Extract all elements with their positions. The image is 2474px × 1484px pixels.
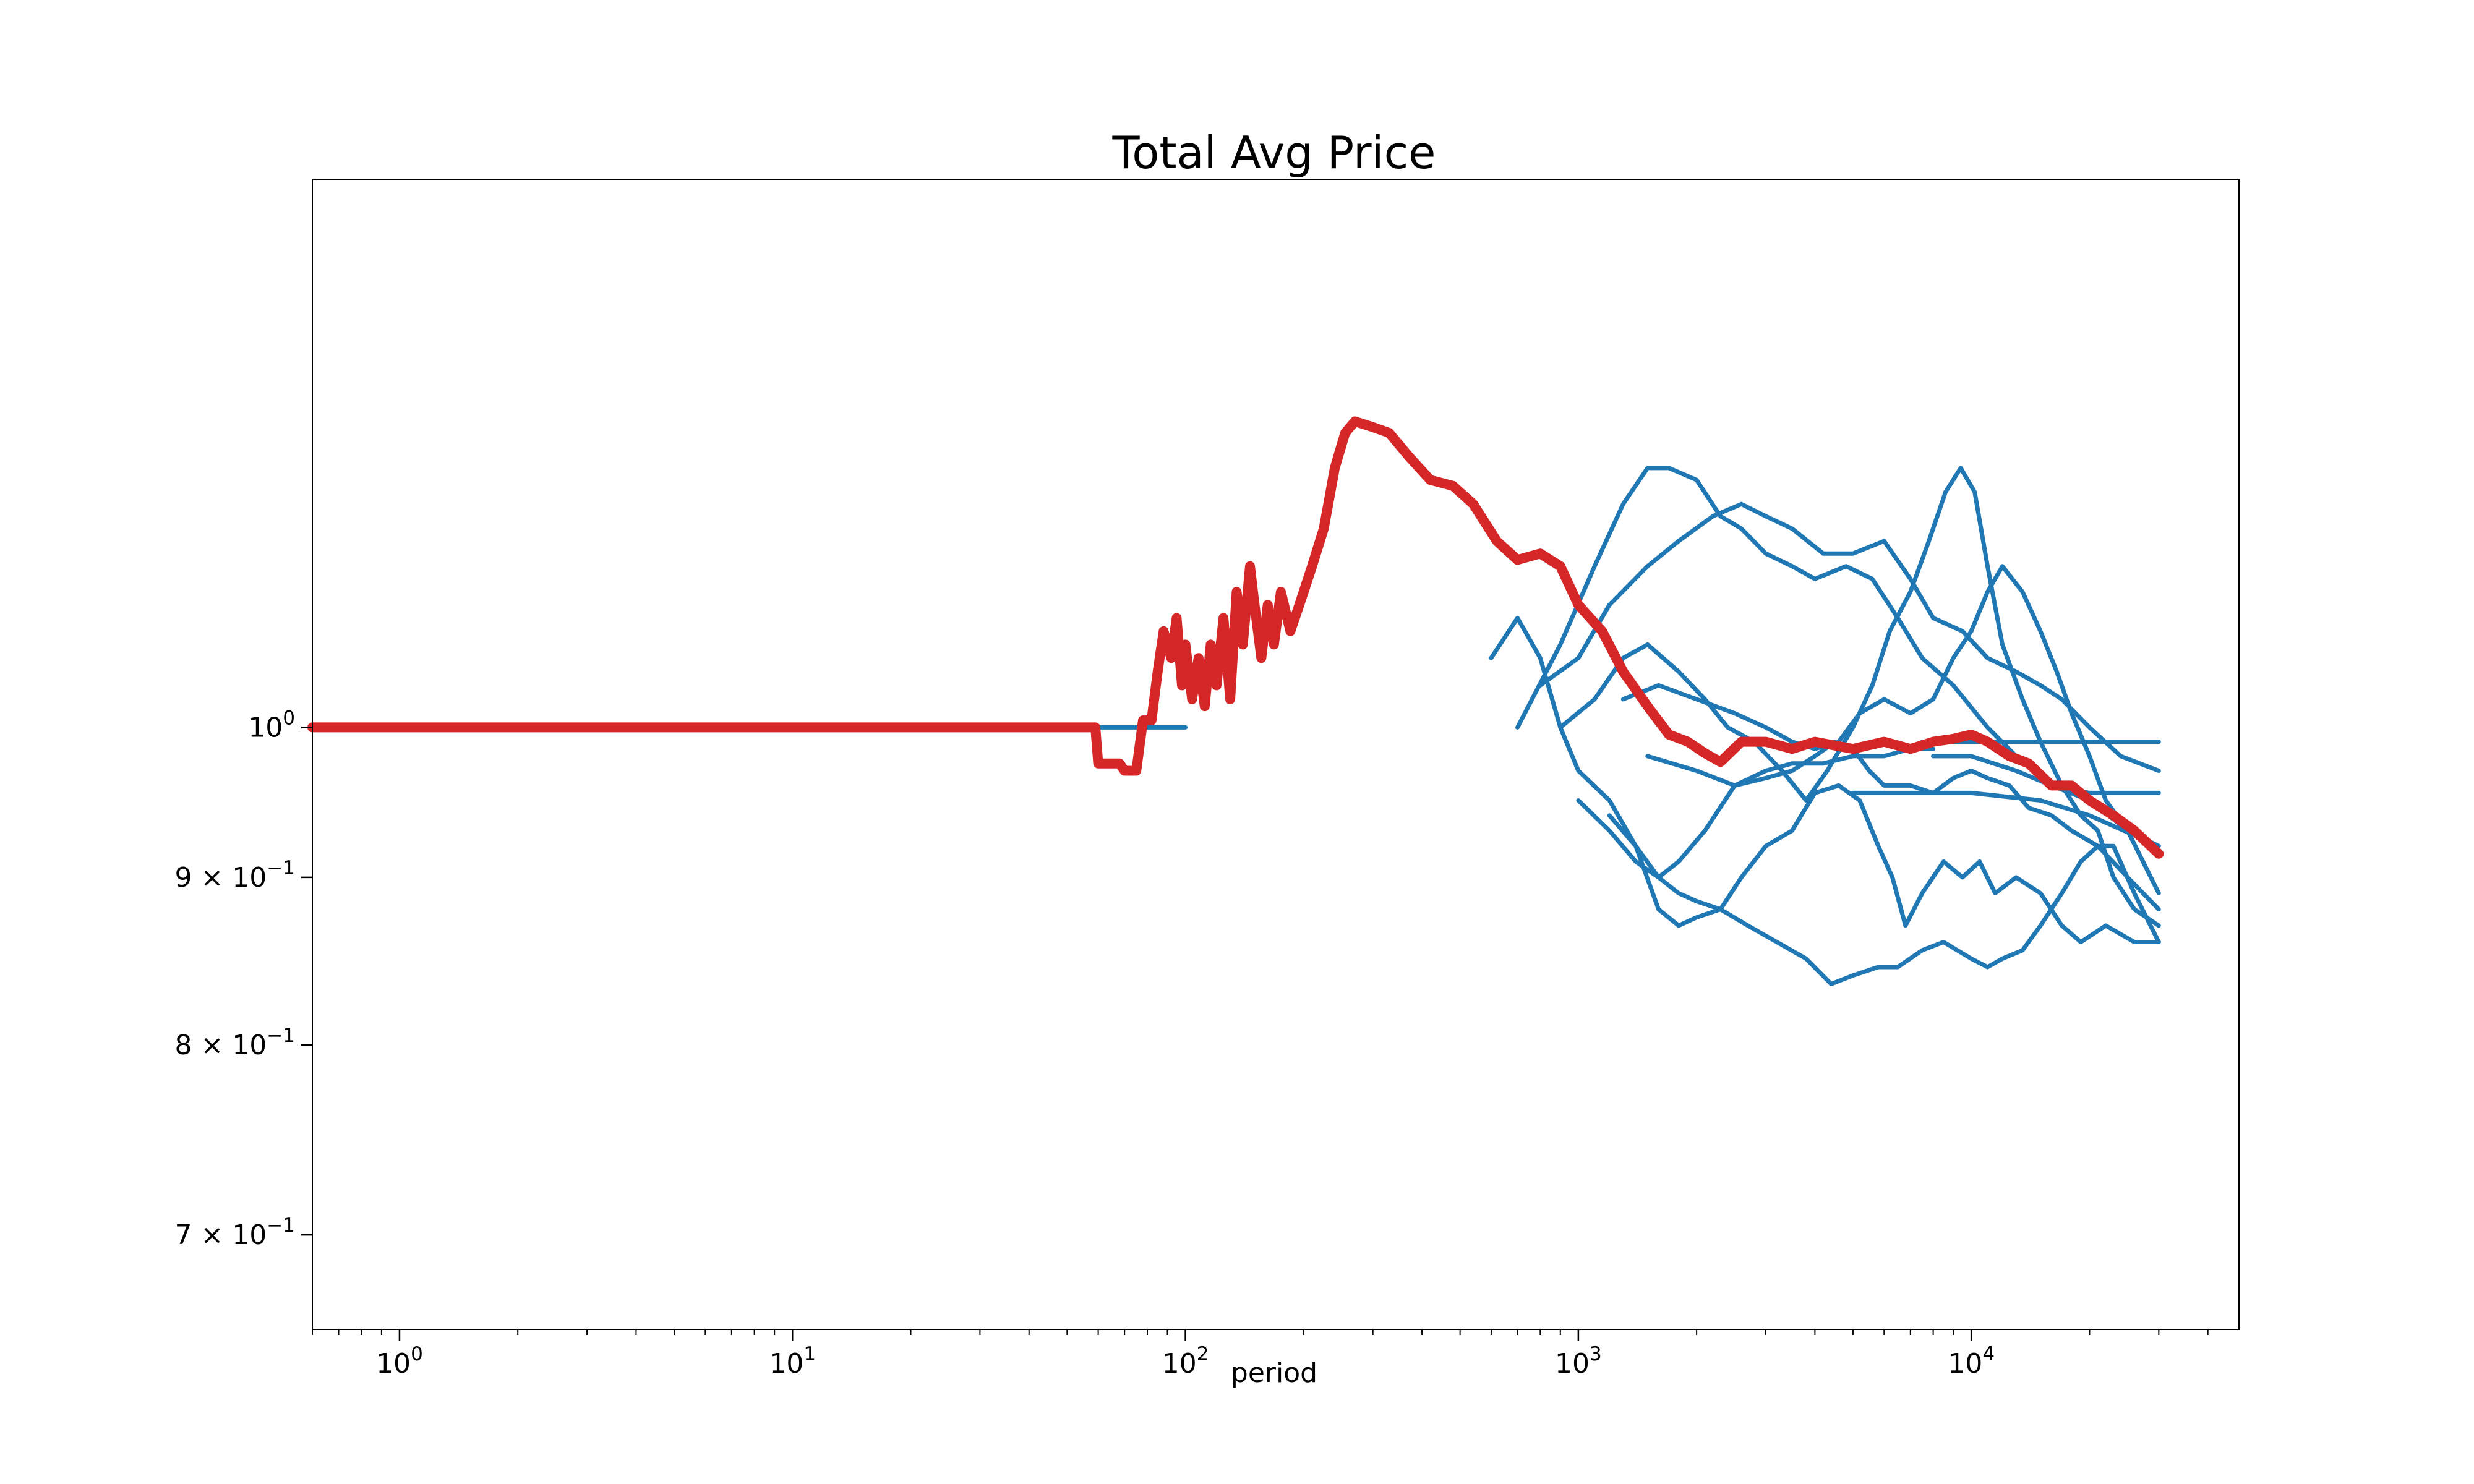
y-tick-base: 10 xyxy=(248,712,283,743)
run-line-4 xyxy=(1558,466,2161,928)
y-tick-label: 100 xyxy=(248,707,295,743)
plot-frame xyxy=(312,179,2240,1330)
y-tick-label: 9 × 10−1 xyxy=(174,857,295,893)
y-tick-exponent: −1 xyxy=(267,1214,295,1237)
x-tick-exponent: 3 xyxy=(1590,1343,1602,1365)
x-tick-base: 10 xyxy=(1162,1348,1197,1380)
y-tick-base: 9 × 10 xyxy=(174,862,267,893)
x-tick-label: 101 xyxy=(769,1343,816,1380)
y-tick-base: 7 × 10 xyxy=(174,1219,267,1251)
run-line-3 xyxy=(1538,501,2161,773)
series-layer xyxy=(307,416,2164,986)
x-tick-base: 10 xyxy=(1555,1348,1590,1380)
y-tick-base: 8 × 10 xyxy=(174,1030,267,1061)
y-tick-label: 7 × 10−1 xyxy=(174,1214,295,1251)
average-line xyxy=(307,416,2164,859)
x-axis-label: period xyxy=(1231,1357,1317,1389)
x-tick-label: 102 xyxy=(1162,1343,1209,1380)
run-line-8 xyxy=(1645,740,2161,912)
x-tick-label: 103 xyxy=(1555,1343,1602,1380)
y-tick-exponent: −1 xyxy=(267,1025,295,1047)
x-tick-label: 100 xyxy=(376,1343,423,1380)
run-line-6 xyxy=(1607,783,2161,944)
x-tick-base: 10 xyxy=(769,1348,803,1380)
x-tick-exponent: 1 xyxy=(803,1343,816,1365)
x-tick-label: 104 xyxy=(1948,1343,1995,1380)
y-tick-exponent: 0 xyxy=(283,707,295,729)
x-tick-base: 10 xyxy=(1948,1348,1982,1380)
x-tick-base: 10 xyxy=(376,1348,411,1380)
x-tick-exponent: 0 xyxy=(411,1343,423,1365)
x-tick-exponent: 2 xyxy=(1197,1343,1209,1365)
x-tick-exponent: 4 xyxy=(1982,1343,1995,1365)
run-line-5 xyxy=(1576,798,2161,986)
chart-title: Total Avg Price xyxy=(1112,127,1436,179)
run-line-7 xyxy=(1620,564,2161,896)
y-tick-label: 8 × 10−1 xyxy=(174,1025,295,1061)
run-line-11 xyxy=(1851,790,2161,848)
run-line-12 xyxy=(1489,615,1936,880)
y-tick-exponent: −1 xyxy=(267,857,295,879)
